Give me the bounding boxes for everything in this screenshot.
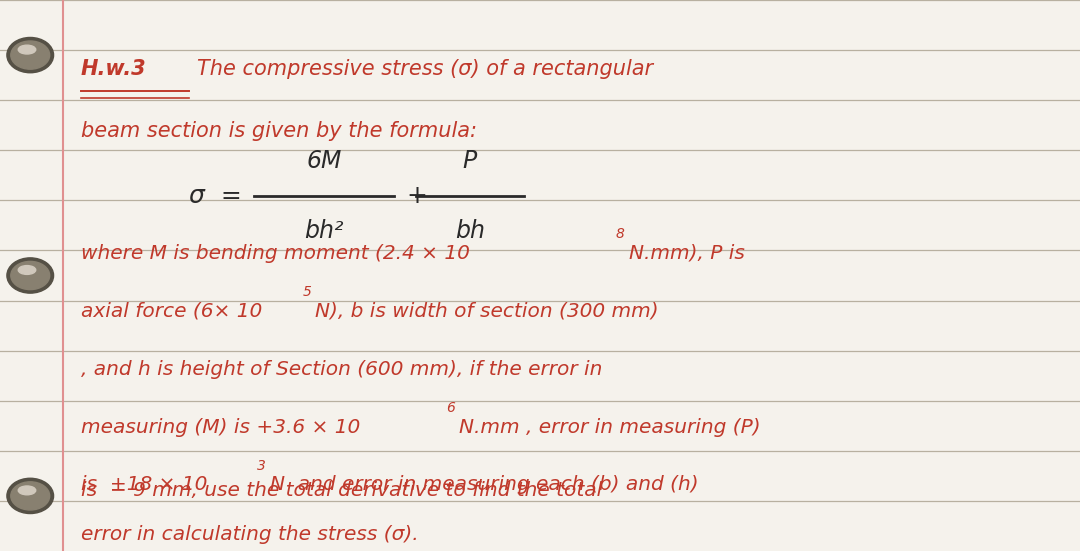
Text: beam section is given by the formula:: beam section is given by the formula: <box>81 121 477 141</box>
Ellipse shape <box>6 258 54 293</box>
Text: measuring (M) is +3.6 × 10: measuring (M) is +3.6 × 10 <box>81 418 361 436</box>
Text: where M is bending moment (2.4 × 10: where M is bending moment (2.4 × 10 <box>81 244 470 263</box>
Text: 6: 6 <box>446 401 455 415</box>
Ellipse shape <box>18 266 36 274</box>
Text: 8: 8 <box>616 227 624 241</box>
Text: P: P <box>462 149 477 174</box>
Text: 5: 5 <box>302 285 311 299</box>
Text: N  and error in measuring each (b) and (h): N and error in measuring each (b) and (h… <box>270 476 699 494</box>
Text: +: + <box>406 183 427 208</box>
Text: is  − 9 mm, use the total derivative to find the total: is − 9 mm, use the total derivative to f… <box>81 481 603 500</box>
Text: , and h is height of Section (600 mm), if the error in: , and h is height of Section (600 mm), i… <box>81 360 603 379</box>
Text: error in calculating the stress (σ).: error in calculating the stress (σ). <box>81 525 419 544</box>
Text: The compressive stress (σ) of a rectangular: The compressive stress (σ) of a rectangu… <box>197 59 652 79</box>
Ellipse shape <box>11 261 50 290</box>
Text: N.mm , error in measuring (P): N.mm , error in measuring (P) <box>459 418 760 436</box>
Text: N), b is width of section (300 mm): N), b is width of section (300 mm) <box>315 302 659 321</box>
Text: 6M: 6M <box>307 149 341 174</box>
Text: H.w.3: H.w.3 <box>81 59 147 79</box>
Ellipse shape <box>18 45 36 54</box>
Ellipse shape <box>11 41 50 69</box>
Ellipse shape <box>6 37 54 73</box>
Text: is  +18 × 10: is +18 × 10 <box>81 476 207 494</box>
Ellipse shape <box>11 482 50 510</box>
Text: σ  =: σ = <box>189 183 242 208</box>
Text: bh²: bh² <box>305 219 343 244</box>
Text: N.mm), P is: N.mm), P is <box>629 244 744 263</box>
Ellipse shape <box>18 486 36 495</box>
Ellipse shape <box>6 478 54 514</box>
Text: 3: 3 <box>257 458 266 473</box>
Text: axial force (6× 10: axial force (6× 10 <box>81 302 262 321</box>
Text: bh: bh <box>455 219 485 244</box>
